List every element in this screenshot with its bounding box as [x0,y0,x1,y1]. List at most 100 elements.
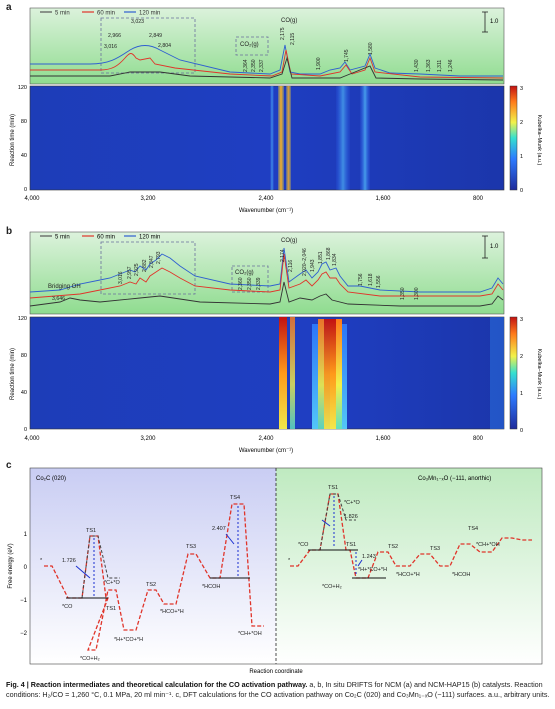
cbar-b-0: 0 [520,428,523,434]
right-hco-h: *HCO+*H [396,572,420,578]
left-ts4: TS4 [230,495,240,501]
xtick-b-1600: 1,600 [375,436,391,442]
ylabel-b: Reaction time (min) [10,348,16,400]
right-hcoh: *HCOH [452,572,470,578]
left-ts2: TS2 [146,582,156,588]
co2-box-b [231,265,269,293]
left-ts1b: TS1 [106,606,116,612]
panel-b-figure: 5 min 60 min 120 min 1.0 CO(g) CO₂(g) Br… [10,231,542,454]
peak-b-inset-1: 2,957 [127,266,133,279]
peak-b-main-9: 1,556 [376,275,382,288]
bridging-oh-label: Bridging OH [48,284,81,290]
right-co-h2: *CO+H₂ [322,584,342,590]
colorbar-b [509,316,518,430]
xlabel-b: Wavenumber (cm⁻¹) [239,448,293,454]
xtick-b-4000: 4,000 [24,436,40,442]
co2-label-a: CO₂(g) [240,42,259,48]
peak-b-main-0: 2,174 [280,249,286,262]
right-ts3: TS3 [430,546,440,552]
right-ts1b: TS1 [346,542,356,548]
co-label-a: CO(g) [281,18,297,24]
peak-a-2966: 2,966 [108,33,121,39]
right-h-co-h: *H+*CO+*H [358,567,387,573]
cbar-label-b: Kubelka–Munk (a.u.) [536,349,542,400]
spectrum-a-5min [30,56,504,81]
xtick-b-800: 800 [473,436,484,442]
cbar-a-2: 2 [520,120,523,126]
spectrum-b-5min [29,281,504,307]
right-ts2: TS2 [388,544,398,550]
cbar-label-a: Kubelka–Munk (a.u.) [536,115,542,166]
panel-c-label: c [6,460,12,471]
left-co: *CO [62,604,73,610]
ylabel-c: Free energy (eV) [8,543,14,588]
co-label-b: CO(g) [281,238,297,244]
peak-b-main-11: 1,300 [414,287,420,300]
ytick-c-m1: −1 [20,598,28,604]
inset-box-a [100,17,196,74]
ytick-b-0: 0 [24,427,27,433]
caption-text: a, b, In situ DRIFTS for NCM (a) and NCM… [6,680,550,699]
spectrum-b-120min [29,247,504,293]
scale-label-a: 1.0 [490,19,499,25]
legend-a: 5 min 60 min 120 min [40,11,160,17]
heatmap-b [30,317,504,429]
legend-b-60min: 60 min [97,235,115,241]
peak-b-co2-2: 2,339 [256,277,262,290]
left-title: Co₂C (020) [36,476,66,482]
peak-a-2804: 2,804 [158,43,171,49]
peak-a-2849: 2,849 [149,33,162,39]
left-hco-h: *HCO+*H [160,609,184,615]
ytick-a-120: 120 [18,85,27,91]
cbar-a-0: 0 [520,188,523,194]
spectrum-a-60min [30,49,504,79]
cbar-b-3: 3 [520,317,523,323]
caption-title: Fig. 4 | Reaction intermediates and theo… [6,680,308,689]
xtick-a-1600: 1,600 [375,196,391,202]
peak-a-main-9: 1,363 [426,59,432,72]
peak-b-main-8: 1,618 [368,273,374,286]
right-barrier1: 1.826 [344,514,358,520]
spectrum-a-120min [30,44,503,77]
peak-b-main-4: 1,851 [318,251,324,264]
left-c-o: *C+*O [104,580,120,586]
peak-a-main-3: 2,350 [251,59,257,72]
legend-b: 5 min 60 min 120 min [40,235,160,241]
left-pathway [44,503,264,651]
peak-b-3646: 3,646 [52,296,65,302]
ylabel-a: Reaction time (min) [10,114,16,166]
peak-a-main-8: 1,430 [414,59,420,72]
ytick-a-0: 0 [24,187,27,193]
panel-a: a 5 min [0,0,555,222]
left-branch [81,535,120,599]
panel-a-figure: 5 min 60 min 120 min 1.0 CO(g) CO₂(g) 3,… [10,7,542,214]
peak-b-co2-0: 2,360 [238,277,244,290]
peak-b-main-2: 2,020–2,046 [302,248,308,276]
right-star: * [288,558,291,564]
right-co: *CO [298,542,309,548]
right-c-o: *C+*O [344,500,360,506]
peak-b-main-1: 2,116 [288,260,294,272]
panel-b-label: b [6,226,13,237]
scale-bar-a: 1.0 [482,11,499,33]
left-panel-bg [30,468,276,664]
xtick-a-4000: 4,000 [24,196,40,202]
xlabel-c: Reaction coordinate [249,669,303,675]
peak-a-main-0: 2,175 [280,27,286,40]
peak-b-main-7: 1,756 [358,273,364,286]
scale-bar-b: 1.0 [482,235,499,259]
ytick-b-80: 80 [21,353,27,359]
right-ts1a: TS1 [328,485,338,491]
peak-b-main-6: 1,834 [332,253,338,266]
left-star: * [40,558,43,564]
peak-b-main-10: 1,350 [400,287,406,300]
left-hcoh: *HCOH [202,584,220,590]
xtick-a-800: 800 [473,196,484,202]
left-ts3: TS3 [186,544,196,550]
cbar-a-3: 3 [520,86,523,92]
peak-b-inset-3: 2,882 [142,259,148,272]
legend-b-120min: 120 min [139,235,160,241]
right-branch [319,493,356,551]
panel-a-label: a [6,2,12,13]
peak-b-inset-4: 2,847 [149,255,155,268]
